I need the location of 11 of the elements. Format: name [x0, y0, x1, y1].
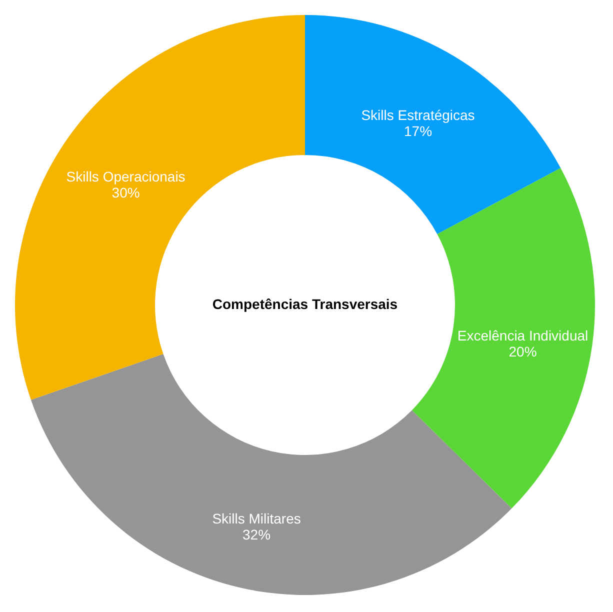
data-label: 20%: [508, 343, 537, 360]
slice-label: Skills Estratégicas: [361, 107, 475, 124]
donut-slice: [305, 15, 561, 234]
donut-slice: [412, 168, 595, 508]
data-label: 17%: [404, 123, 432, 140]
slice-label: Excelência Individual: [457, 327, 588, 344]
data-label: 32%: [242, 526, 271, 543]
slice-label: Skills Militares: [212, 510, 301, 527]
slice-label: Skills Operacionais: [66, 168, 186, 184]
text: Competências Transversais: [212, 296, 398, 312]
data-label: 30%: [112, 184, 140, 200]
